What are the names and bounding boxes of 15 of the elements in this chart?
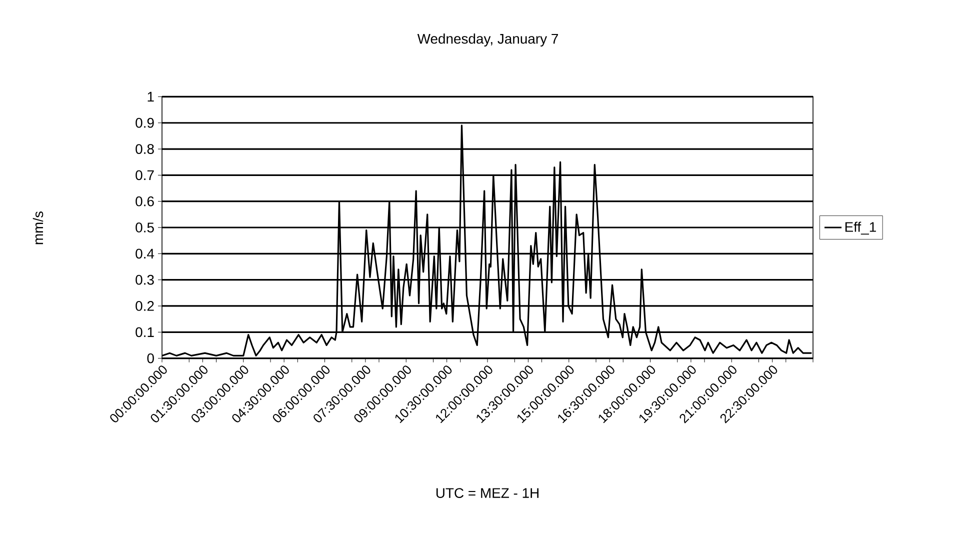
chart-title: Wednesday, January 7 — [417, 34, 558, 46]
y-tick-label: 0.5 — [136, 222, 154, 232]
y-axis-title: mm/s — [32, 211, 44, 244]
y-tick-label: 1 — [148, 92, 154, 102]
x-axis-title: UTC = MEZ - 1H — [436, 488, 538, 498]
y-tick-label: 0.8 — [136, 144, 154, 154]
y-tick-label: 0.1 — [136, 327, 154, 338]
y-tick-label: 0.4 — [136, 248, 154, 259]
y-tick-label: 0.9 — [136, 118, 154, 128]
y-tick-label: 0 — [147, 353, 154, 364]
legend-label: Eff_1 — [845, 222, 876, 235]
y-tick-label: 0.6 — [136, 196, 154, 206]
y-tick-label: 0.3 — [136, 274, 154, 285]
y-tick-label: 0.2 — [136, 301, 154, 311]
y-tick-label: 0.7 — [136, 170, 154, 180]
